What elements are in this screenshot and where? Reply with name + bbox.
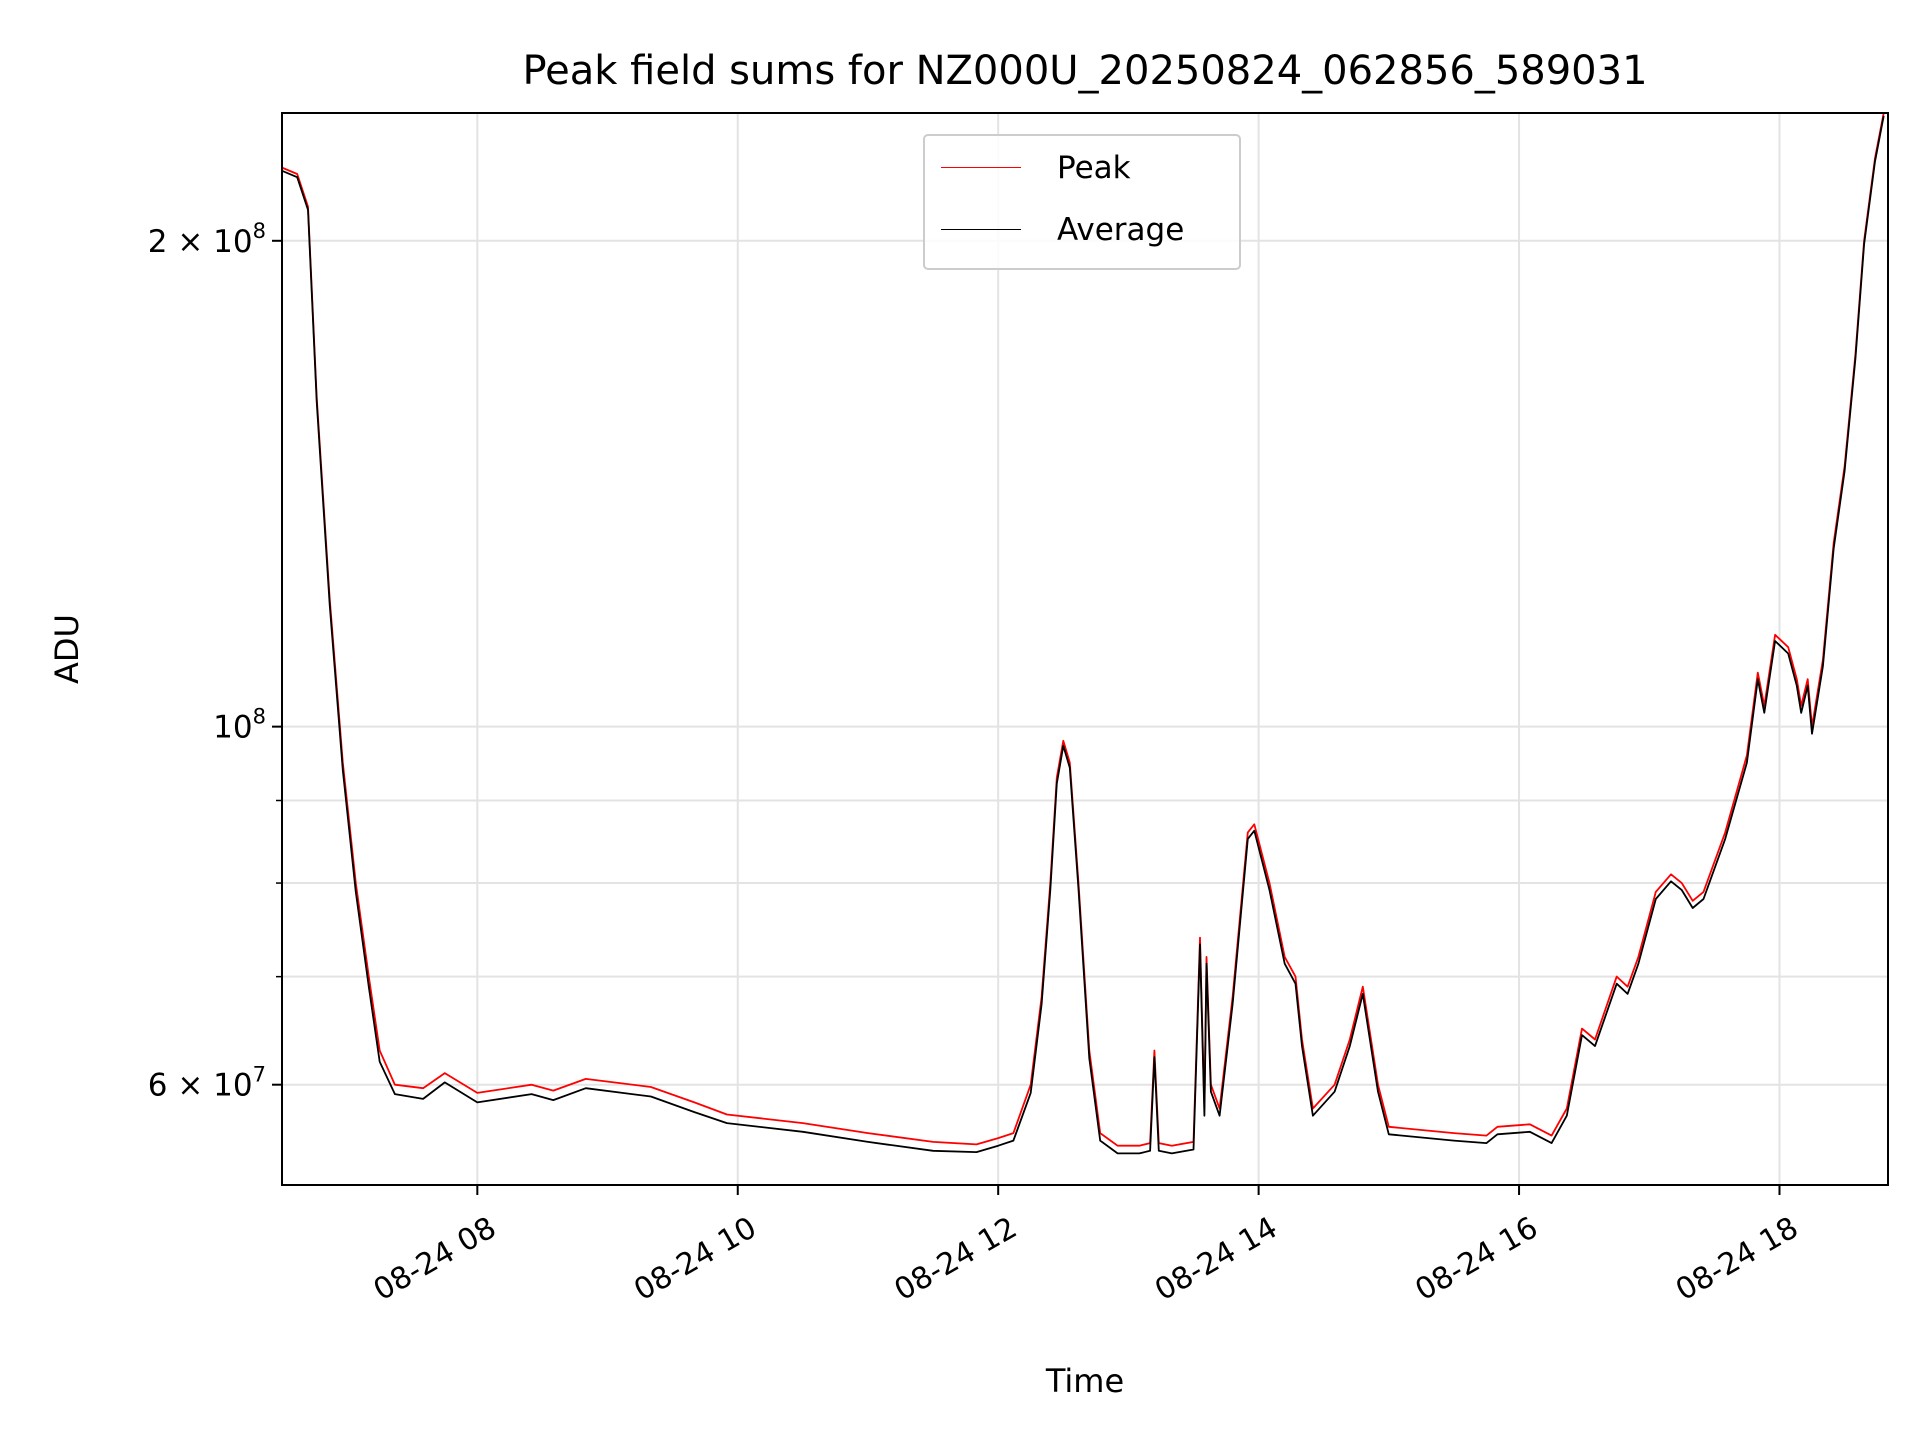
legend-swatch [941,167,1021,168]
legend-item-average: Average [925,210,1239,250]
series-line-average [282,115,1885,1155]
legend-label: Peak [1057,150,1131,186]
y-tick-label: 108 [213,705,266,746]
series-group [282,113,1885,1155]
legend-label: Average [1057,212,1185,248]
legend-swatch [941,229,1021,230]
plot-area [281,112,1889,1186]
y-axis: 6 × 107 108 2 × 108 [148,219,282,1104]
legend-item-peak: Peak [925,148,1239,188]
y-axis-label: ADU [48,614,86,684]
x-axis-label: Time [1045,1362,1124,1400]
y-tick-label: 6 × 107 [148,1063,266,1104]
chart-title: Peak field sums for NZ000U_20250824_0628… [522,48,1647,94]
legend: Peak Average [923,134,1241,270]
y-tick-label: 2 × 108 [148,219,266,260]
